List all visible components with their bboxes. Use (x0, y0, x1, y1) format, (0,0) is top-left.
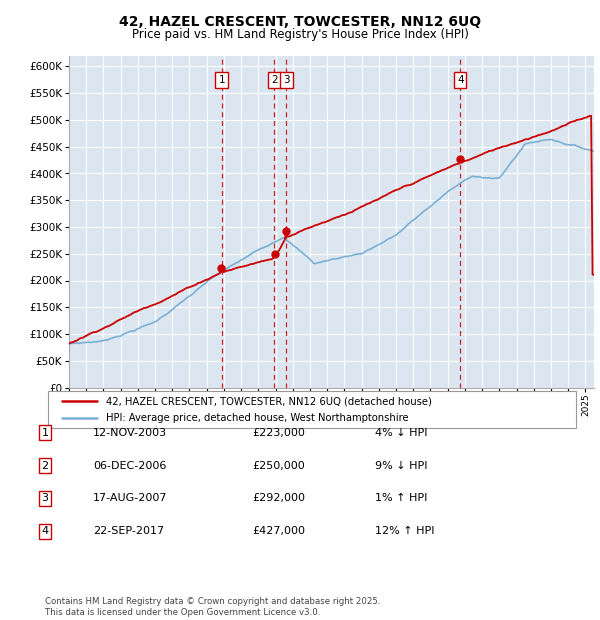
Text: 17-AUG-2007: 17-AUG-2007 (93, 494, 167, 503)
Text: HPI: Average price, detached house, West Northamptonshire: HPI: Average price, detached house, West… (106, 413, 409, 423)
Text: 12-NOV-2003: 12-NOV-2003 (93, 428, 167, 438)
Text: £292,000: £292,000 (252, 494, 305, 503)
Text: 1: 1 (41, 428, 49, 438)
Text: £223,000: £223,000 (252, 428, 305, 438)
Text: 1% ↑ HPI: 1% ↑ HPI (375, 494, 427, 503)
Text: 1: 1 (218, 75, 225, 85)
FancyBboxPatch shape (48, 391, 576, 428)
Text: 4% ↓ HPI: 4% ↓ HPI (375, 428, 427, 438)
Text: £250,000: £250,000 (252, 461, 305, 471)
Text: 3: 3 (41, 494, 49, 503)
Text: 06-DEC-2006: 06-DEC-2006 (93, 461, 166, 471)
Text: 2: 2 (41, 461, 49, 471)
Text: Contains HM Land Registry data © Crown copyright and database right 2025.
This d: Contains HM Land Registry data © Crown c… (45, 598, 380, 617)
Text: Price paid vs. HM Land Registry's House Price Index (HPI): Price paid vs. HM Land Registry's House … (131, 28, 469, 41)
Text: 9% ↓ HPI: 9% ↓ HPI (375, 461, 427, 471)
Text: 42, HAZEL CRESCENT, TOWCESTER, NN12 6UQ: 42, HAZEL CRESCENT, TOWCESTER, NN12 6UQ (119, 16, 481, 30)
Text: £427,000: £427,000 (252, 526, 305, 536)
Text: 22-SEP-2017: 22-SEP-2017 (93, 526, 164, 536)
Text: 2: 2 (271, 75, 278, 85)
Text: 4: 4 (41, 526, 49, 536)
Text: 4: 4 (457, 75, 464, 85)
Text: 3: 3 (283, 75, 290, 85)
Text: 12% ↑ HPI: 12% ↑ HPI (375, 526, 434, 536)
Text: 42, HAZEL CRESCENT, TOWCESTER, NN12 6UQ (detached house): 42, HAZEL CRESCENT, TOWCESTER, NN12 6UQ … (106, 396, 432, 406)
